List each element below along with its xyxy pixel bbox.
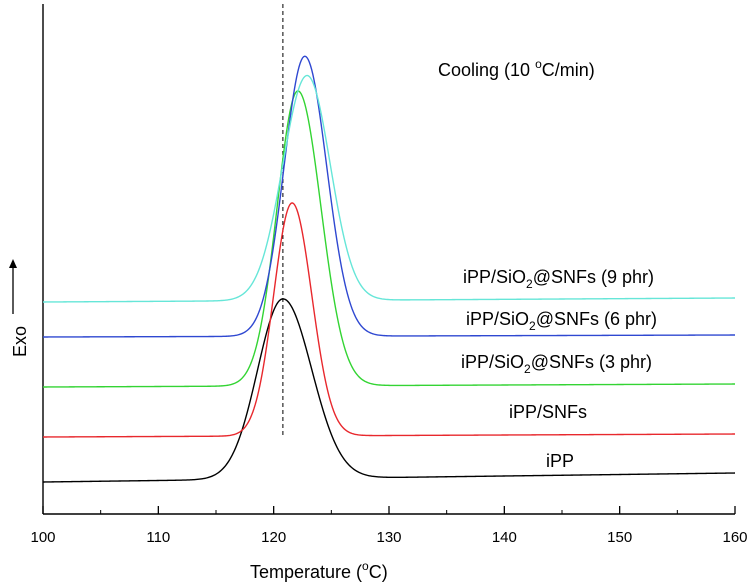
series-label-ipp-snfs: iPP/SNFs [509, 402, 587, 422]
series-curve-1 [43, 202, 736, 438]
x-axis-title: Temperature (oC) [250, 559, 388, 582]
y-axis-title: Exo [9, 259, 30, 357]
series-label-part: iPP/SiO [466, 309, 529, 329]
series-label-part: @SNFs (9 phr) [533, 267, 654, 287]
series-labels: iPP iPP/SNFs iPP/SiO2@SNFs (3 phr) iPP/S… [461, 267, 657, 471]
x-axis-tick-labels: 100 110 120 130 140 150 160 [30, 529, 747, 546]
x-tick-label-140: 140 [492, 529, 517, 546]
x-tick-label-120: 120 [261, 529, 286, 546]
x-axis-ticks [42, 506, 736, 514]
series-curve-4 [42, 74, 736, 303]
series-label-sio2-9phr: iPP/SiO2@SNFs (9 phr) [463, 267, 654, 291]
x-axis-title-main: Temperature ( [250, 562, 362, 582]
x-axis-title-rest: C) [369, 562, 388, 582]
condition-label-rest: C/min) [542, 60, 595, 80]
x-axis-title-sup: o [362, 559, 369, 573]
series-label-subscript: 2 [526, 277, 533, 291]
series-label-part: iPP/SiO [461, 352, 524, 372]
y-axis-title-text: Exo [10, 326, 30, 357]
x-tick-label-150: 150 [607, 529, 632, 546]
series-label-part: @SNFs (6 phr) [536, 309, 657, 329]
condition-label-main: Cooling (10 [438, 60, 535, 80]
x-tick-label-100: 100 [30, 529, 55, 546]
condition-label: Cooling (10 oC/min) [438, 57, 595, 80]
series-label-sio2-3phr: iPP/SiO2@SNFs (3 phr) [461, 352, 652, 376]
series-curve-0 [42, 298, 736, 483]
series-curve-2 [43, 90, 736, 388]
series-label-subscript: 2 [529, 319, 536, 333]
condition-label-sup: o [535, 57, 542, 71]
series-label-part: @SNFs (3 phr) [531, 352, 652, 372]
series-label-sio2-6phr: iPP/SiO2@SNFs (6 phr) [466, 309, 657, 333]
series-label-ipp: iPP [546, 451, 574, 471]
series-curve-3 [43, 55, 735, 338]
x-tick-label-130: 130 [376, 529, 401, 546]
series-label-part: iPP/SiO [463, 267, 526, 287]
y-axis-arrow-head [9, 259, 17, 268]
series-label-subscript: 2 [524, 362, 531, 376]
x-tick-label-110: 110 [146, 529, 170, 546]
x-tick-label-160: 160 [722, 529, 747, 546]
series-curves [42, 55, 736, 483]
